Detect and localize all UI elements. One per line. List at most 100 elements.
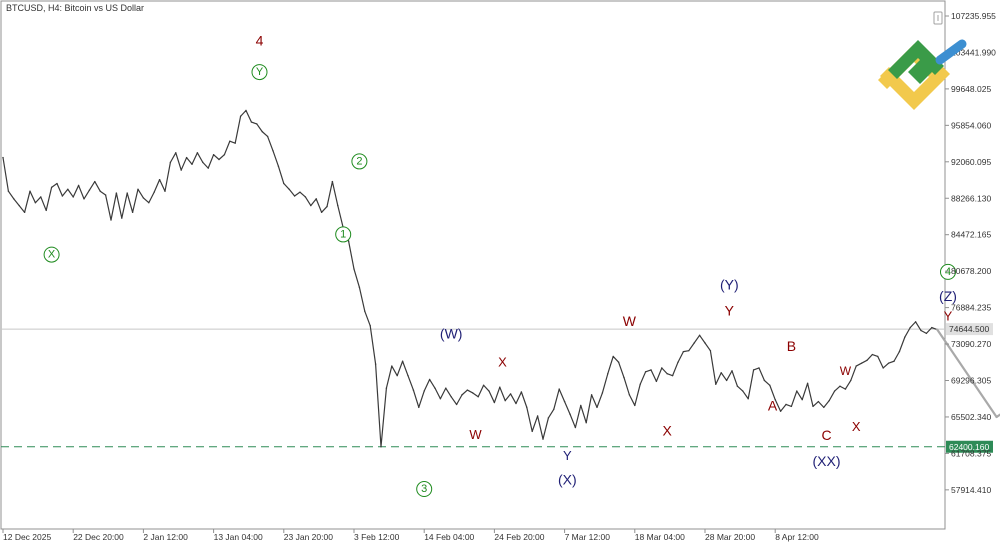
price-point: [293, 195, 296, 197]
price-point: [218, 158, 220, 161]
price-point: [131, 211, 134, 214]
price-point: [61, 195, 64, 197]
y-tick-label: 65502.340: [951, 412, 991, 422]
price-point: [671, 374, 674, 377]
price-point: [261, 130, 263, 133]
wave-label: 4: [256, 32, 264, 48]
price-point: [639, 383, 641, 386]
wave-label: X: [498, 355, 507, 370]
price-point: [358, 286, 361, 288]
price-point: [779, 410, 782, 412]
x-tick-label: 12 Dec 2025: [3, 532, 51, 542]
x-tick-label: 8 Apr 12:00: [775, 532, 819, 542]
price-point: [88, 189, 91, 191]
price-point: [34, 202, 37, 204]
wave-label: 1: [340, 228, 346, 240]
price-point: [337, 204, 339, 207]
x-tick-label: 22 Dec 20:00: [73, 532, 124, 542]
wave-label: 2: [356, 155, 362, 167]
price-point: [607, 373, 609, 375]
price-point: [7, 190, 10, 192]
wave-label: (XX): [813, 453, 841, 469]
price-point: [99, 190, 101, 192]
price-point: [909, 326, 911, 329]
wave-label-circle: [351, 153, 368, 170]
price-point: [315, 198, 317, 200]
price-point: [304, 196, 307, 198]
logo-blue-shape: [935, 39, 967, 65]
price-point: [499, 386, 501, 388]
wave-label-circle: [43, 246, 60, 263]
wave-label-circle: [335, 226, 352, 243]
scroll-marker[interactable]: [933, 11, 943, 25]
price-point: [877, 355, 879, 358]
price-point: [72, 196, 74, 198]
x-tick-label: 28 Mar 20:00: [705, 532, 755, 542]
price-point: [369, 325, 371, 327]
price-point: [817, 400, 820, 403]
wave-label: Y: [944, 309, 953, 324]
price-point: [655, 380, 658, 383]
price-point: [353, 268, 355, 270]
x-tick-label: 24 Feb 20:00: [494, 532, 544, 542]
current-price-tag: [946, 323, 993, 336]
price-point: [731, 370, 733, 372]
price-point: [650, 369, 652, 371]
wave-label-circle: [416, 481, 433, 498]
price-point: [526, 406, 528, 409]
price-point: [396, 374, 398, 377]
price-point: [412, 389, 415, 391]
price-point: [828, 399, 830, 402]
price-point: [590, 394, 593, 396]
price-point: [401, 360, 404, 362]
price-point: [887, 362, 890, 364]
price-point: [553, 408, 555, 410]
price-point: [272, 150, 274, 152]
projection-point: [936, 328, 939, 331]
y-tick-label: 84472.165: [951, 230, 991, 240]
price-point: [612, 355, 614, 358]
x-tick-label: 13 Jan 04:00: [214, 532, 263, 542]
support-price-tag: [946, 440, 993, 453]
price-point: [239, 115, 242, 117]
price-point: [833, 390, 836, 392]
wave-label: 3: [421, 483, 427, 495]
price-point: [866, 359, 868, 361]
price-point: [661, 367, 663, 369]
price-point: [158, 178, 161, 181]
price-line: [2, 109, 938, 448]
wave-label: (W): [440, 325, 463, 341]
price-point: [50, 186, 53, 189]
price-point: [2, 156, 4, 159]
price-point: [715, 383, 717, 386]
price-point: [288, 188, 290, 190]
price-point: [277, 165, 280, 167]
price-point: [666, 373, 668, 375]
price-point: [693, 342, 695, 344]
price-point: [439, 398, 442, 400]
price-point: [266, 135, 269, 138]
price-point: [331, 180, 334, 183]
price-point: [644, 371, 647, 373]
x-tick-label: 18 Mar 04:00: [635, 532, 685, 542]
price-point: [796, 390, 798, 392]
price-point: [477, 396, 479, 398]
price-point: [299, 191, 301, 193]
price-point: [229, 140, 231, 142]
price-point: [326, 205, 328, 208]
price-point: [504, 399, 506, 402]
price-point: [418, 406, 420, 409]
price-point: [374, 363, 377, 365]
wave-label: X: [663, 422, 673, 438]
price-point: [569, 413, 571, 415]
price-point: [234, 142, 236, 144]
price-point: [617, 361, 620, 363]
price-point: [347, 240, 350, 242]
price-point: [67, 188, 69, 190]
price-point: [23, 211, 26, 214]
price-point: [855, 365, 857, 367]
price-point: [256, 123, 258, 125]
y-tick-label: 99648.025: [951, 84, 991, 94]
